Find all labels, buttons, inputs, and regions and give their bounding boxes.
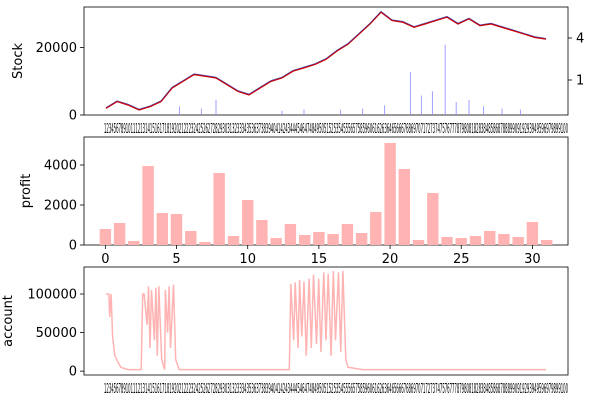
- profit-xtick-label: 20: [382, 252, 399, 267]
- profit-bar: [427, 193, 439, 245]
- profit-ytick-label: 4000: [44, 159, 77, 174]
- profit-bar: [398, 169, 410, 245]
- profit-bar: [355, 233, 368, 245]
- profit-axes-frame: [83, 136, 569, 246]
- profit-bar: [526, 222, 539, 245]
- profit-bar: [498, 234, 510, 245]
- profit-ytick-label: 0: [69, 239, 77, 254]
- stock-panel: 0 20000 4 1 123456789101112131415161718192…: [11, 6, 584, 137]
- profit-ylabel: profit: [19, 174, 34, 209]
- account-panel: 0 50000 100000 123456789101112131415161718…: [1, 266, 569, 397]
- account-line: [106, 270, 546, 371]
- profit-bar: [541, 240, 553, 245]
- account-x-tick-labels: 1234567891011121314151617181920212223242…: [104, 382, 568, 397]
- volume-ytick-label: 4: [576, 32, 584, 47]
- profit-bar: [284, 224, 297, 245]
- profit-bar: [441, 237, 453, 245]
- stock-x-tick-labels: 1234567891011121314151617181920212223242…: [104, 122, 568, 137]
- profit-ytick-label: 2000: [44, 199, 77, 214]
- profit-bar: [113, 223, 126, 245]
- profit-bar: [242, 200, 254, 245]
- profit-bar: [128, 241, 140, 245]
- profit-xtick-label: 30: [524, 252, 541, 267]
- profit-xtick-label: 10: [239, 252, 256, 267]
- account-ytick-label: 50000: [36, 326, 77, 341]
- profit-xtick-label: 25: [453, 252, 470, 267]
- account-axes-frame: [83, 266, 569, 376]
- stock-ytick-label: 20000: [36, 41, 77, 56]
- account-ylabel: account: [1, 295, 16, 347]
- profit-bar: [313, 232, 325, 245]
- stock-ylabel: Stock: [11, 43, 26, 79]
- profit-bar: [156, 213, 168, 245]
- volume-ytick-label: 1: [576, 74, 584, 89]
- account-ytick-label: 0: [69, 365, 77, 380]
- profit-bar: [227, 236, 240, 245]
- profit-xtick-label: 15: [311, 252, 328, 267]
- profit-bar: [327, 234, 339, 245]
- profit-xtick-label: 0: [101, 252, 109, 267]
- stock-price-line: [105, 11, 547, 111]
- account-ytick-label: 100000: [27, 288, 77, 303]
- profit-xtick-label: 5: [172, 252, 180, 267]
- stock-price-line-overlay: [105, 10, 547, 110]
- stock-ytick-label: 0: [69, 109, 77, 124]
- profit-bar: [99, 229, 112, 245]
- profit-bar: [484, 231, 496, 245]
- profit-bar: [256, 220, 268, 245]
- profit-bar: [170, 214, 183, 245]
- profit-bar: [370, 212, 382, 245]
- profit-bar: [299, 235, 311, 245]
- stock-axes-frame: [83, 6, 569, 116]
- profit-bar: [512, 237, 524, 245]
- profit-bar: [199, 242, 211, 245]
- profit-bar: [142, 166, 154, 245]
- profit-panel: 0 2000 4000 0 5 10 15 20 25 30 profit: [19, 136, 569, 267]
- profit-bar: [469, 236, 482, 245]
- profit-bar: [270, 238, 282, 245]
- profit-bar: [185, 231, 197, 245]
- profit-bar: [213, 173, 225, 245]
- profit-bar: [384, 143, 396, 245]
- profit-bar: [412, 240, 425, 245]
- profit-bar: [455, 238, 467, 245]
- profit-bar: [341, 224, 354, 245]
